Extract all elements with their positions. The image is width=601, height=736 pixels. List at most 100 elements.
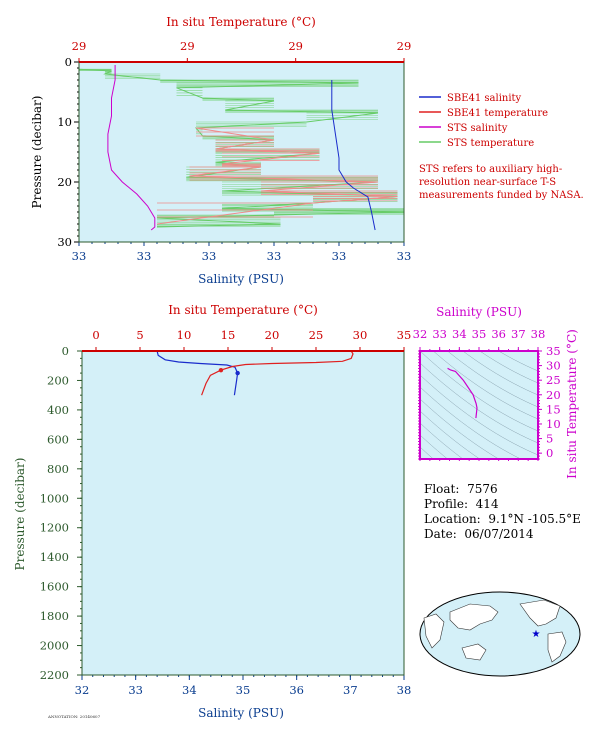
series-ts-curve [447, 367, 478, 419]
series-sbe41-salinity [331, 80, 376, 231]
map-land-australia [461, 643, 487, 661]
p2-y-tick-label: 600 [47, 432, 69, 446]
p2-bottom-tick-label: 35 [236, 683, 251, 697]
p3-right-tick-label: 35 [546, 344, 561, 358]
p2-y-tick-label: 1600 [40, 580, 69, 594]
p2-bottom-tick-label: 36 [289, 683, 304, 697]
float-label: Float: [424, 482, 460, 496]
ts-diagram-panel: Salinity (PSU) 32 33 34 35 36 37 38 0510152025… [413, 305, 579, 479]
profile-label: Profile: [424, 497, 469, 511]
full-profile-panel: In situ Temperature (°C) 0 5 10 15 20 25 30 35 … [13, 303, 411, 720]
p1-bottom-tick-label: 33 [72, 249, 87, 263]
density-contour [420, 386, 522, 459]
legend-label-sts-salinity: STS salinity [447, 123, 508, 134]
p2-bottom-tick-label: 33 [128, 683, 143, 697]
p2-top-axis-title: In situ Temperature (°C) [168, 303, 318, 317]
p1-y-tick-label: 20 [57, 175, 72, 189]
density-contour [462, 351, 538, 396]
ts-diagram-plot-area [420, 351, 538, 459]
p1-y-tick-label: 0 [65, 55, 72, 69]
p2-y-tick-label: 2200 [40, 668, 69, 682]
p2-y-tick-label: 1800 [40, 609, 69, 623]
full-profile-plot-area [82, 351, 404, 675]
p1-top-axis-title: In situ Temperature (°C) [166, 15, 316, 29]
p2-top-tick-label: 15 [221, 328, 236, 342]
p2-top-tick-label: 20 [265, 328, 280, 342]
legend: SBE41 salinity SBE41 temperature STS sal… [419, 93, 548, 149]
float-row: Float: 7576 [424, 482, 594, 497]
date-row: Date: 06/07/2014 [424, 527, 594, 542]
p3-top-tick-label: 36 [491, 327, 506, 341]
density-contour [447, 351, 538, 408]
p3-right-axis-title: In situ Temperature (°C) [565, 329, 579, 479]
p3-right-tick-label: 30 [546, 359, 561, 373]
date-label: Date: [424, 527, 457, 541]
p1-top-tick-label: 29 [288, 39, 303, 53]
float-value: 7576 [467, 482, 498, 496]
p2-top-tick-label: 25 [309, 328, 324, 342]
float-location-marker: ★ [532, 629, 541, 640]
p2-y-tick-label: 200 [47, 373, 69, 387]
p2-y-tick-label: 400 [47, 403, 69, 417]
p1-y-tick-label: 10 [57, 115, 72, 129]
legend-label-sbe41-salinity: SBE41 salinity [447, 93, 522, 104]
p1-bottom-tick-label: 33 [267, 249, 282, 263]
density-contour [432, 351, 538, 420]
p3-right-tick-label: 0 [546, 446, 553, 460]
density-contour [479, 351, 538, 384]
p3-top-tick-label: 38 [531, 327, 546, 341]
p2-bottom-tick-label: 34 [182, 683, 197, 697]
p3-right-tick-label: 20 [546, 388, 561, 402]
p2-top-tick-label: 10 [177, 328, 192, 342]
p2-top-tick-label: 35 [397, 328, 412, 342]
p2-bottom-tick-label: 38 [397, 683, 412, 697]
profile-value: 414 [475, 497, 499, 511]
float-info: Float: 7576 Profile: 414 Location: 9.1°N… [424, 482, 594, 542]
sts-note: STS refers to auxiliary high-resolution … [419, 164, 584, 201]
p3-top-axis-title: Salinity (PSU) [436, 305, 522, 319]
world-map: ★ [419, 591, 581, 677]
p2-y-tick-label: 1200 [40, 521, 69, 535]
density-contour [420, 351, 538, 432]
profile-row: Profile: 414 [424, 497, 594, 512]
density-contour [420, 398, 500, 459]
p3-top-tick-label: 32 [413, 327, 428, 341]
p1-y-tick-label: 30 [57, 235, 72, 249]
p2-bottom-tick-label: 37 [343, 683, 358, 697]
date-value: 06/07/2014 [464, 527, 534, 541]
p1-bottom-tick-label: 33 [202, 249, 217, 263]
p1-bottom-tick-label: 33 [397, 249, 412, 263]
location-value: 9.1°N -105.5°E [488, 512, 581, 526]
density-contour [420, 362, 538, 444]
series-full-salinity [156, 350, 239, 396]
p2-y-tick-label: 2000 [40, 639, 69, 653]
density-contour [420, 434, 448, 459]
p3-top-tick-label: 37 [511, 327, 526, 341]
p2-top-tick-label: 5 [136, 328, 143, 342]
map-land-north-america [519, 599, 561, 627]
density-contour [420, 374, 538, 456]
map-land-africa [423, 613, 445, 649]
map-land-asia [449, 603, 499, 631]
p1-bottom-tick-label: 33 [332, 249, 347, 263]
location-label: Location: [424, 512, 481, 526]
salinity-marker [235, 370, 240, 376]
p3-top-tick-label: 35 [472, 327, 487, 341]
ts-diagram-plot-frame [419, 350, 539, 460]
p1-bottom-tick-label: 33 [137, 249, 152, 263]
footer-annotation: ANNOTATION: 20140607 [47, 714, 101, 719]
series-sts-salinity [107, 65, 156, 231]
legend-label-sbe41-temperature: SBE41 temperature [447, 108, 548, 119]
p3-top-tick-label: 33 [432, 327, 447, 341]
p1-y-axis-title: Pressure (decibar) [30, 96, 44, 209]
p3-top-tick-label: 34 [452, 327, 467, 341]
p2-y-tick-label: 800 [47, 462, 69, 476]
p1-top-tick-label: 29 [72, 39, 87, 53]
p3-right-tick-label: 5 [546, 432, 553, 446]
density-contour [498, 351, 538, 372]
p3-right-tick-label: 10 [546, 417, 561, 431]
series-full-temperature [201, 350, 354, 396]
density-contour [420, 422, 464, 459]
p3-right-tick-label: 25 [546, 373, 561, 387]
